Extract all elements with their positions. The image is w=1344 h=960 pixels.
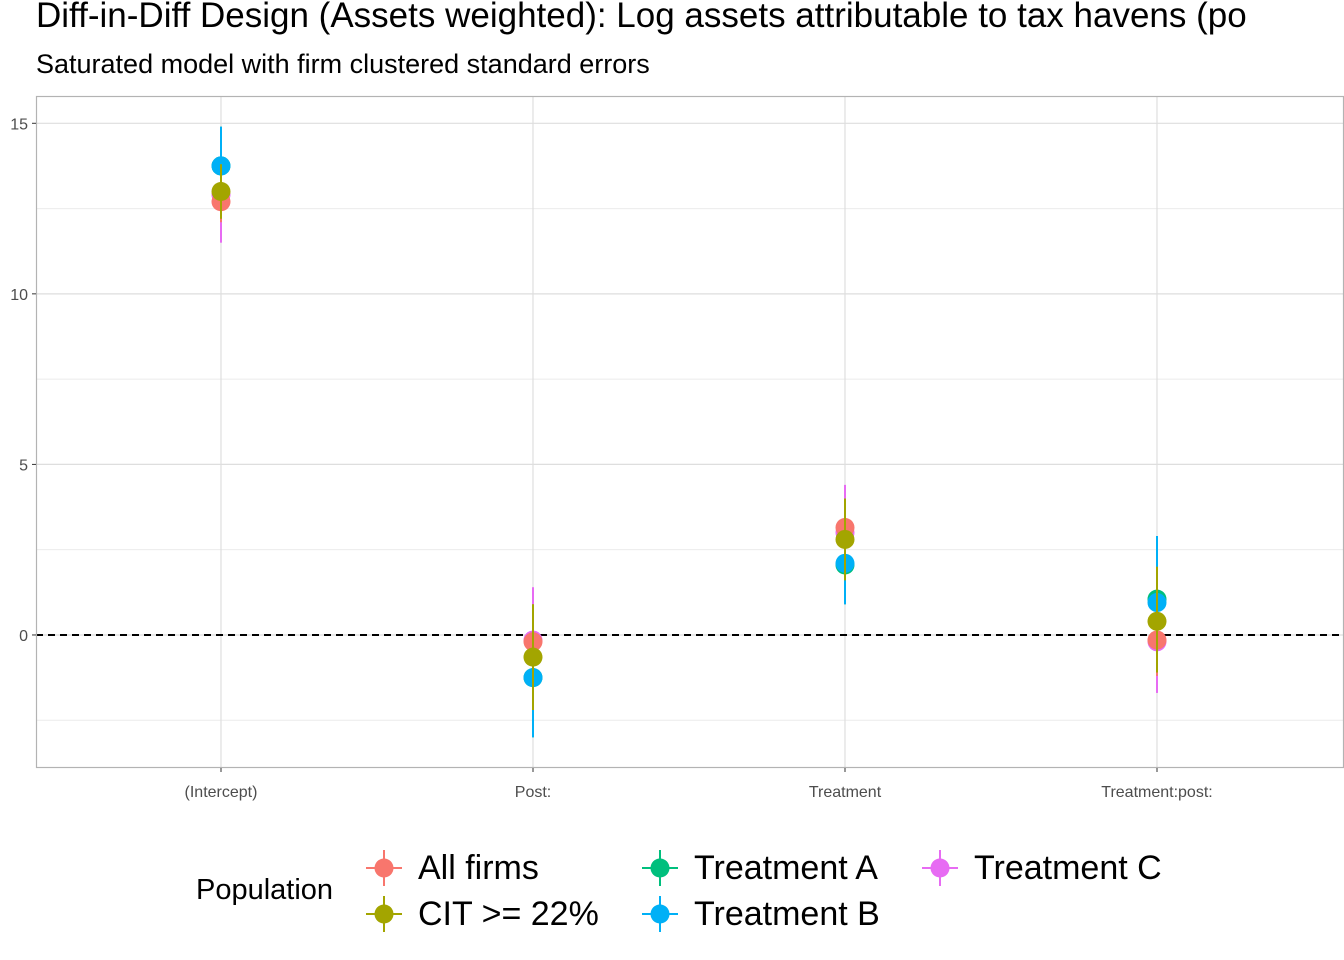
chart-subtitle: Saturated model with firm clustered stan… (36, 49, 650, 79)
legend-title: Population (196, 874, 334, 906)
legend-key (366, 850, 402, 886)
legend-key-point (374, 858, 394, 878)
legend-key-point (650, 904, 670, 924)
x-tick-label: Treatment:post: (1101, 784, 1212, 801)
legend-key-point (930, 858, 950, 878)
legend-key-point (374, 904, 394, 924)
legend-key (642, 896, 678, 932)
y-tick-label: 15 (10, 116, 28, 133)
legend-key (366, 896, 402, 932)
legend-label: Treatment C (974, 849, 1162, 887)
x-tick-label: Post: (515, 784, 551, 801)
data-point (1147, 611, 1167, 631)
chart-title: Diff-in-Diff Design (Assets weighted): L… (36, 0, 1247, 35)
data-point (835, 529, 855, 549)
y-tick-label: 10 (10, 287, 28, 304)
y-tick-label: 5 (19, 457, 28, 474)
legend-label: CIT >= 22% (418, 895, 599, 933)
legend-label: Treatment A (694, 849, 878, 887)
legend-key (922, 850, 958, 886)
legend-label: All firms (418, 849, 539, 887)
data-point (211, 182, 231, 202)
data-point (523, 647, 543, 667)
x-tick-label: Treatment (809, 784, 882, 801)
legend-key (642, 850, 678, 886)
panel-background (36, 96, 1344, 768)
legend-label: Treatment B (694, 895, 880, 933)
x-tick-label: (Intercept) (185, 784, 258, 801)
y-tick-label: 0 (19, 628, 28, 645)
legend-key-point (650, 858, 670, 878)
plot-area: 0 5 10 15 (Intercept) Post: Treatment Treatment… (10, 95, 1344, 801)
